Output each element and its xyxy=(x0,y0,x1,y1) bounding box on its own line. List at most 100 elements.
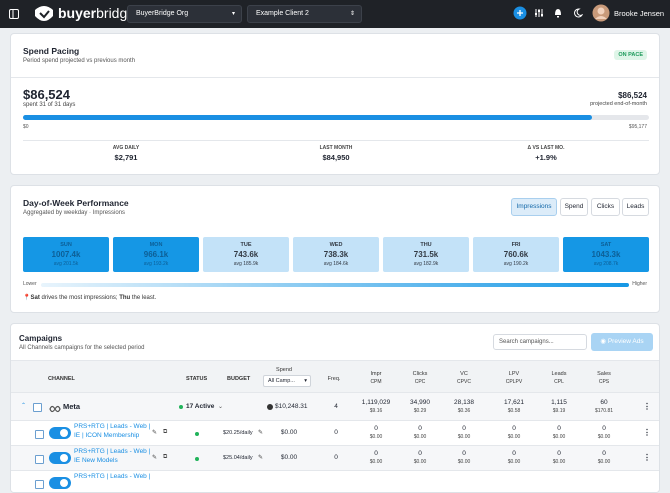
preview-ads-button[interactable]: ◉ Preview Ads xyxy=(591,333,653,351)
pin-icon: 📍 xyxy=(23,295,31,301)
client-select[interactable]: Example Client 2 ⇕ xyxy=(247,5,362,23)
day-total: 1043.3k xyxy=(591,250,621,259)
campaign-name[interactable]: PRS+RTG | Leads - Web | IE New Models xyxy=(74,448,151,464)
active-toggle[interactable] xyxy=(49,427,71,439)
toggle-knob xyxy=(60,454,68,462)
copy-icon[interactable]: ⧉ xyxy=(163,454,168,460)
metric-value: 0 xyxy=(557,425,561,432)
row-menu[interactable]: ⋮ xyxy=(643,402,651,411)
campaign-name[interactable]: PRS+RTG | Leads - Web | xyxy=(74,473,151,480)
sidebar-toggle[interactable] xyxy=(9,9,19,19)
divider xyxy=(23,140,649,141)
column-header: Sales xyxy=(597,371,611,377)
org-select[interactable]: BuyerBridge Org ▾ xyxy=(127,5,242,23)
stat-value: $84,950 xyxy=(322,153,350,162)
budget-edit[interactable]: ✎ xyxy=(258,455,264,461)
settings-icon[interactable] xyxy=(534,8,544,18)
stat-value: $2,791 xyxy=(114,153,138,162)
projected-note: projected end-of-month xyxy=(590,101,647,107)
channel-freq: 4 xyxy=(334,403,338,410)
metric-tab[interactable]: Clicks xyxy=(591,198,620,216)
note-text: the least. xyxy=(130,295,157,301)
column-header: VC xyxy=(460,371,468,377)
notifications-icon[interactable] xyxy=(553,8,563,18)
card-subtitle: Period spend projected vs previous month xyxy=(23,58,136,64)
status-dot xyxy=(195,457,199,461)
row-checkbox[interactable] xyxy=(35,455,44,464)
campaigns-card: Campaigns All Channels campaigns for the… xyxy=(10,323,660,493)
edit-icon[interactable]: ✎ xyxy=(152,455,158,461)
metric-cost: $0.00 xyxy=(597,459,611,465)
column-header: Freq. xyxy=(327,376,341,382)
column-header: BUDGET xyxy=(227,376,251,382)
column-header: Spend xyxy=(276,367,292,373)
metric-cost: $0.00 xyxy=(457,459,471,465)
stat-value: +1.9% xyxy=(535,153,557,162)
logo: buyerbridge xyxy=(58,5,135,21)
stat-label: LAST MONTH xyxy=(319,145,353,151)
theme-icon[interactable] xyxy=(573,8,583,18)
metric-cost: $0.00 xyxy=(369,434,383,440)
row-checkbox[interactable] xyxy=(33,403,42,412)
row-menu[interactable]: ⋮ xyxy=(643,428,651,437)
metric-cost: $0.00 xyxy=(507,434,521,440)
day-label: SAT xyxy=(600,242,612,248)
button-label: Preview Ads xyxy=(607,338,644,345)
metric-value: 0 xyxy=(462,425,466,432)
note-text: drives the most impressions; xyxy=(39,295,120,301)
day-label: WED xyxy=(329,242,343,248)
budget-edit[interactable]: ✎ xyxy=(258,430,264,436)
day-total: 760.6k xyxy=(503,250,529,259)
day-label: MON xyxy=(149,242,163,248)
day-total: 738.3k xyxy=(323,250,349,259)
active-toggle[interactable] xyxy=(49,477,71,489)
metric-value: 1,115 xyxy=(551,399,567,406)
day-of-week-card: Day-of-Week Performance Aggregated by we… xyxy=(10,185,660,313)
day-total: 966.1k xyxy=(143,250,169,259)
column-header: Leads xyxy=(551,371,567,377)
copy-icon[interactable]: ⧉ xyxy=(163,429,168,435)
day-total: 743.6k xyxy=(233,250,259,259)
metric-cost: $0.58 xyxy=(507,408,521,414)
stat-label: AVG DAILY xyxy=(112,145,140,151)
metric-tab[interactable]: Leads xyxy=(622,198,649,216)
metric-cost: $0.00 xyxy=(369,459,383,465)
row-checkbox[interactable] xyxy=(35,480,44,489)
expand-toggle[interactable]: ⌃ xyxy=(21,403,27,409)
metric-tab[interactable]: Spend xyxy=(560,198,588,216)
metric-cost: $170.81 xyxy=(594,408,614,414)
day-tile: TUE 743.6k avg 185.9k xyxy=(203,237,289,272)
column-subheader: CPM xyxy=(370,379,382,385)
row-checkbox[interactable] xyxy=(35,430,44,439)
active-toggle[interactable] xyxy=(49,452,71,464)
row-menu[interactable]: ⋮ xyxy=(643,453,651,462)
campaign-spend: $0.00 xyxy=(280,454,298,461)
metric-cost: $0.00 xyxy=(597,434,611,440)
column-subheader: CPVC xyxy=(457,379,471,385)
add-button[interactable] xyxy=(513,6,527,20)
metric-value: 1,119,029 xyxy=(361,399,391,406)
day-average: avg 184.6k xyxy=(323,261,349,267)
avatar[interactable] xyxy=(592,4,610,22)
status-caret[interactable]: ⌄ xyxy=(218,404,224,410)
search-input[interactable]: Search campaigns... xyxy=(493,334,587,350)
edit-icon[interactable]: ✎ xyxy=(152,430,158,436)
spend-pacing-card: Spend Pacing Period spend projected vs p… xyxy=(10,33,660,175)
metric-tab[interactable]: Impressions xyxy=(511,198,557,216)
day-label: TUE xyxy=(240,242,252,248)
campaign-name[interactable]: PRS+RTG | Leads - Web | IE | ICON Member… xyxy=(74,423,151,439)
org-select-text: BuyerBridge Org xyxy=(136,10,189,17)
day-average: avg 193.2k xyxy=(143,261,169,267)
card-title: Campaigns xyxy=(19,334,63,343)
day-average: avg 208.7k xyxy=(593,261,619,267)
spend-filter[interactable]: All Camp... ▾ xyxy=(263,375,311,387)
card-subtitle: Aggregated by weekday · Impressions xyxy=(23,210,126,216)
day-tile: FRI 760.6k avg 190.2k xyxy=(473,237,559,272)
toggle-knob xyxy=(60,479,68,487)
caret: ▾ xyxy=(231,11,235,17)
meta-icon xyxy=(49,401,61,413)
metric-value: 28,138 xyxy=(454,399,474,406)
metric-cost: $0.29 xyxy=(413,408,427,414)
column-header: Impr xyxy=(370,371,382,377)
